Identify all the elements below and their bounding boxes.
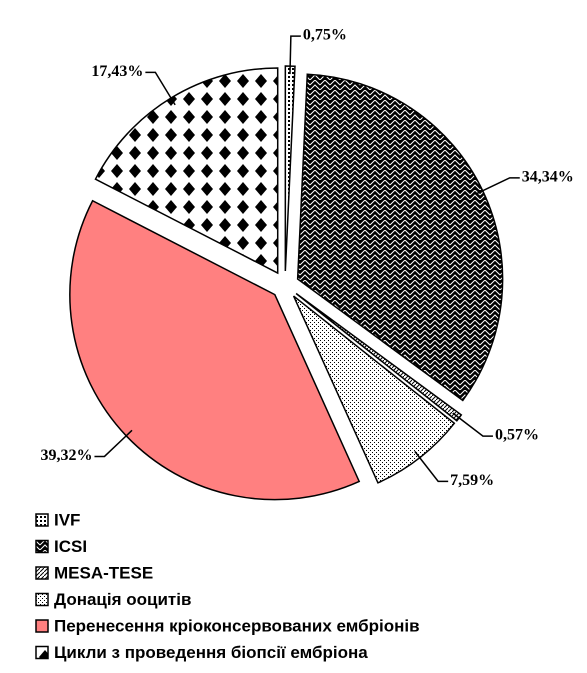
legend-label: IVF: [54, 510, 80, 529]
legend-swatch: [35, 619, 49, 633]
leader-line: [475, 177, 520, 195]
legend-label: Цикли з проведення біопсії ембріона: [54, 643, 368, 662]
legend-label: MESA-TESE: [54, 563, 153, 582]
leader-line: [289, 35, 301, 75]
data-label: 0,57%: [495, 427, 539, 444]
slice: [284, 65, 296, 272]
leader-line: [414, 450, 449, 483]
leader-line: [452, 412, 493, 437]
data-label: 7,59%: [450, 472, 494, 489]
legend-label: Перенесення кріоконсервованих ембріонів: [54, 616, 420, 635]
legend-swatch: [35, 539, 49, 554]
legend-swatch: [35, 592, 49, 607]
data-label: 39,32%: [40, 447, 92, 464]
legend-swatch: [35, 645, 49, 660]
legend-swatch: [35, 566, 49, 580]
leader-line: [145, 71, 176, 106]
leader-line: [94, 429, 133, 458]
data-label: 17,43%: [91, 63, 143, 80]
data-label: 0,75%: [303, 27, 347, 44]
legend-label: Донація ооцитів: [54, 590, 191, 609]
legend-label: ICSI: [54, 537, 87, 556]
data-label: 34,34%: [522, 169, 574, 186]
legend-swatch: [35, 513, 49, 527]
